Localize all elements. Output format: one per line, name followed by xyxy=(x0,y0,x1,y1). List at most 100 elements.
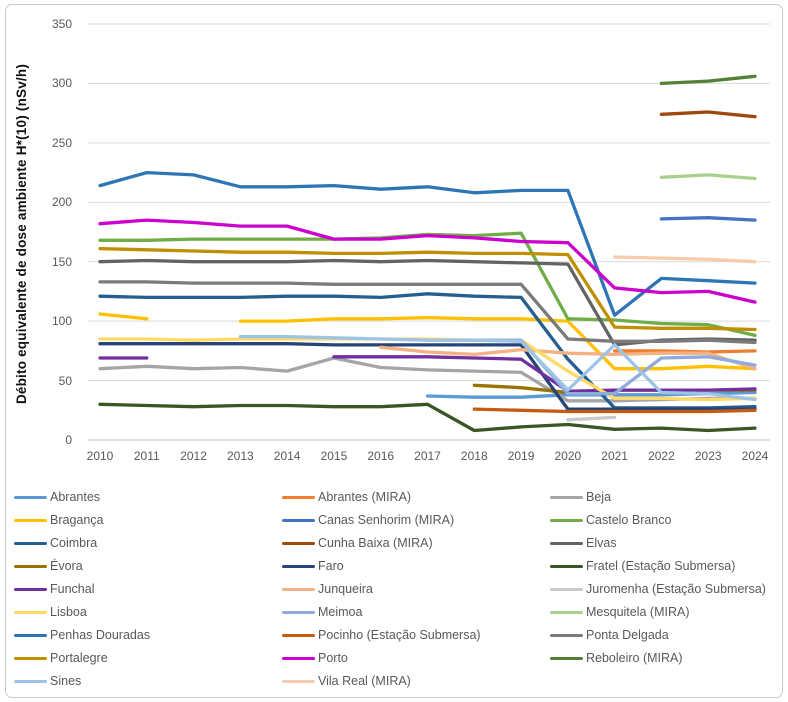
legend-swatch-elvas xyxy=(550,541,583,546)
legend-label-reboleiro-mira: Reboleiro (MIRA) xyxy=(586,651,683,665)
y-tick-label-200: 200 xyxy=(51,195,72,210)
legend-item-penhas-douradas: Penhas Douradas xyxy=(14,628,150,644)
legend-label-coimbra: Coimbra xyxy=(50,536,98,550)
legend-label-elvas: Elvas xyxy=(586,536,617,550)
legend-label-beja: Beja xyxy=(586,490,612,504)
series-line-juromenha-estacao-submersa xyxy=(566,415,617,422)
series-line-canas-senhorim-mira xyxy=(659,216,757,222)
y-tick-label-350: 350 xyxy=(51,17,72,31)
series-lines xyxy=(98,74,757,433)
series-line-funchal xyxy=(98,355,757,393)
legend-label-junqueira: Junqueira xyxy=(318,582,373,596)
y-tick-label-150: 150 xyxy=(51,254,72,269)
series-line-reboleiro-mira xyxy=(659,74,757,86)
legend-item-meimoa: Meimoa xyxy=(282,605,362,621)
x-tick-label-2023: 2023 xyxy=(694,449,722,463)
legend-swatch-faro xyxy=(282,564,315,569)
legend-swatch-portalegre xyxy=(14,656,47,661)
x-tick-label-2010: 2010 xyxy=(86,449,114,463)
legend-item-elvas: Elvas xyxy=(550,536,617,552)
series-line-braganca xyxy=(98,312,757,371)
x-tick-label-2014: 2014 xyxy=(273,449,301,463)
series-line-sines xyxy=(238,334,757,402)
legend-item-porto: Porto xyxy=(282,651,348,667)
legend-label-cunha-baixa-mira: Cunha Baixa (MIRA) xyxy=(318,536,433,550)
x-tick-label-2016: 2016 xyxy=(367,449,395,463)
legend-swatch-abrantes xyxy=(14,495,47,500)
legend-swatch-lisboa xyxy=(14,610,47,615)
x-tick-label-2018: 2018 xyxy=(460,449,488,463)
legend-item-abrantes: Abrantes xyxy=(14,490,100,506)
legend-label-evora: Évora xyxy=(50,559,83,573)
series-line-cunha-baixa-mira xyxy=(659,110,757,119)
plot-area xyxy=(88,23,770,441)
series-line-vila-real-mira xyxy=(612,255,757,264)
legend-label-braganca: Bragança xyxy=(50,513,104,527)
legend-label-meimoa: Meimoa xyxy=(318,605,363,619)
legend-item-coimbra: Coimbra xyxy=(14,536,97,552)
legend-swatch-funchal xyxy=(14,587,47,592)
legend-swatch-canas-senhorim-mira xyxy=(282,518,315,523)
legend-label-funchal: Funchal xyxy=(50,582,95,596)
legend-item-vila-real-mira: Vila Real (MIRA) xyxy=(282,674,411,690)
legend-label-castelo-branco: Castelo Branco xyxy=(586,513,672,527)
legend-swatch-cunha-baixa-mira xyxy=(282,541,315,546)
y-tick-label-250: 250 xyxy=(51,135,72,150)
legend-swatch-braganca xyxy=(14,518,47,523)
legend-swatch-vila-real-mira xyxy=(282,679,315,684)
legend-label-abrantes: Abrantes xyxy=(50,490,101,504)
legend-item-portalegre: Portalegre xyxy=(14,651,108,667)
x-tick-label-2024: 2024 xyxy=(741,449,769,463)
legend-label-sines: Sines xyxy=(50,674,82,688)
x-tick-label-2022: 2022 xyxy=(648,449,675,463)
series-line-junqueira xyxy=(379,345,757,371)
legend-label-fratel-estacao-submersa: Fratel (Estação Submersa) xyxy=(586,559,736,573)
legend-swatch-pocinho-estacao-submersa xyxy=(282,633,315,638)
legend-label-mesquitela-mira: Mesquitela (MIRA) xyxy=(586,605,690,619)
legend-swatch-beja xyxy=(550,495,583,500)
legend-swatch-sines xyxy=(14,679,47,684)
x-tick-label-2012: 2012 xyxy=(180,449,207,463)
y-tick-label-0: 0 xyxy=(65,433,72,447)
legend-label-juromenha-estacao-submersa: Juromenha (Estação Submersa) xyxy=(586,582,766,596)
legend-item-reboleiro-mira: Reboleiro (MIRA) xyxy=(550,651,683,667)
legend-label-canas-senhorim-mira: Canas Senhorim (MIRA) xyxy=(318,513,455,527)
legend-swatch-ponta-delgada xyxy=(550,633,583,638)
x-tick-label-2020: 2020 xyxy=(554,449,582,463)
legend-item-braganca: Bragança xyxy=(14,513,104,529)
legend-label-abrantes-mira: Abrantes (MIRA) xyxy=(318,490,412,504)
legend-item-lisboa: Lisboa xyxy=(14,605,87,621)
y-tick-label-300: 300 xyxy=(51,76,72,91)
legend-item-junqueira: Junqueira xyxy=(282,582,373,598)
legend-label-portalegre: Portalegre xyxy=(50,651,108,665)
y-tick-label-100: 100 xyxy=(51,314,72,329)
legend-swatch-fratel-estacao-submersa xyxy=(550,564,583,569)
legend-label-porto: Porto xyxy=(318,651,348,665)
x-tick-label-2013: 2013 xyxy=(226,449,254,463)
series-line-mesquitela-mira xyxy=(659,173,757,181)
legend-swatch-porto xyxy=(282,656,315,661)
legend-item-evora: Évora xyxy=(14,559,83,575)
x-tick-label-2017: 2017 xyxy=(414,449,441,463)
legend-swatch-evora xyxy=(14,564,47,569)
series-line-abrantes-mira xyxy=(612,349,757,354)
x-tick-label-2019: 2019 xyxy=(507,449,535,463)
series-line-fratel-estacao-submersa xyxy=(98,402,757,433)
legend-label-lisboa: Lisboa xyxy=(50,605,87,619)
y-tick-label-50: 50 xyxy=(58,373,72,388)
x-tick-label-2011: 2011 xyxy=(133,449,160,463)
legend-item-abrantes-mira: Abrantes (MIRA) xyxy=(282,490,411,506)
legend-item-mesquitela-mira: Mesquitela (MIRA) xyxy=(550,605,690,621)
legend-item-pocinho-estacao-submersa: Pocinho (Estação Submersa) xyxy=(282,628,481,644)
legend-swatch-castelo-branco xyxy=(550,518,583,523)
legend-item-funchal: Funchal xyxy=(14,582,94,598)
legend-label-vila-real-mira: Vila Real (MIRA) xyxy=(318,674,411,688)
legend-swatch-abrantes-mira xyxy=(282,495,315,500)
legend-item-faro: Faro xyxy=(282,559,344,575)
legend-label-faro: Faro xyxy=(318,559,344,573)
x-tick-label-2021: 2021 xyxy=(601,449,628,463)
legend-item-juromenha-estacao-submersa: Juromenha (Estação Submersa) xyxy=(550,582,766,598)
legend-swatch-meimoa xyxy=(282,610,315,615)
series-line-elvas xyxy=(98,258,757,347)
